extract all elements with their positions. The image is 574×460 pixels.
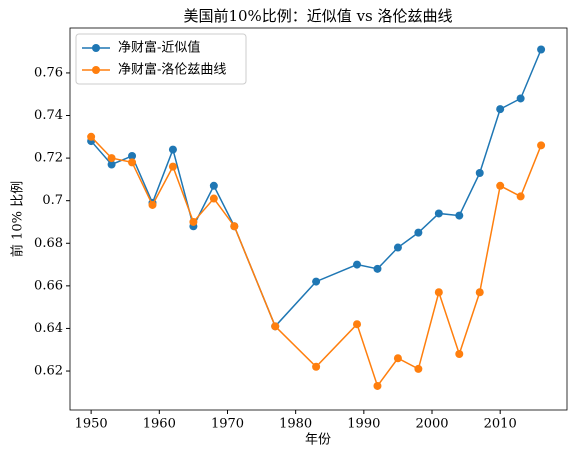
data-point <box>393 243 402 252</box>
data-point <box>475 169 484 178</box>
x-tick-label: 1970 <box>211 417 244 432</box>
y-tick-label: 0.64 <box>34 321 63 336</box>
data-point <box>271 322 280 331</box>
data-point <box>209 181 218 190</box>
legend-label: 净财富-洛伦兹曲线 <box>118 62 226 78</box>
y-tick-label: 0.74 <box>34 108 63 123</box>
data-point <box>516 94 525 103</box>
data-point <box>373 381 382 390</box>
data-point <box>537 45 546 54</box>
x-axis-label: 年份 <box>305 433 331 448</box>
x-tick-label: 1950 <box>75 417 108 432</box>
y-tick-label: 0.66 <box>34 278 63 293</box>
y-tick-label: 0.72 <box>34 151 63 166</box>
x-tick-label: 2000 <box>415 417 448 432</box>
data-point <box>353 320 362 329</box>
legend-marker <box>92 44 100 52</box>
data-point <box>312 277 321 286</box>
data-point <box>128 151 137 160</box>
data-point <box>414 228 423 237</box>
data-point <box>414 364 423 373</box>
data-point <box>353 260 362 269</box>
y-tick-label: 0.68 <box>34 236 63 251</box>
chart-title: 美国前10%比例：近似值 vs 洛伦兹曲线 <box>183 7 452 25</box>
x-tick-label: 1960 <box>143 417 176 432</box>
data-point <box>209 194 218 203</box>
data-point <box>128 158 137 167</box>
data-point <box>393 354 402 363</box>
data-point <box>107 154 116 163</box>
data-point <box>434 288 443 297</box>
data-point <box>168 162 177 171</box>
data-point <box>148 200 157 209</box>
y-tick-label: 0.62 <box>34 364 63 379</box>
data-point <box>475 288 484 297</box>
plot-frame <box>69 27 568 411</box>
data-point <box>230 222 239 231</box>
data-point <box>312 362 321 371</box>
y-tick-label: 0.76 <box>34 65 63 80</box>
data-point <box>537 141 546 150</box>
data-point <box>168 145 177 154</box>
legend-label: 净财富-近似值 <box>118 40 200 56</box>
data-point <box>189 217 198 226</box>
data-point <box>434 209 443 218</box>
legend-marker <box>92 66 100 74</box>
data-point <box>496 181 505 190</box>
y-tick-label: 0.7 <box>42 193 63 208</box>
data-point <box>455 211 464 220</box>
data-point <box>496 105 505 114</box>
data-point <box>455 349 464 358</box>
data-point <box>373 264 382 273</box>
legend-box <box>75 33 247 85</box>
data-point <box>107 160 116 169</box>
data-point <box>516 192 525 201</box>
data-point <box>87 132 96 141</box>
x-tick-label: 1980 <box>279 417 312 432</box>
x-tick-label: 1990 <box>347 417 380 432</box>
series-line <box>90 136 542 388</box>
series-line <box>90 49 542 328</box>
y-axis-label: 前 10% 比例 <box>10 181 26 257</box>
x-tick-label: 2010 <box>484 417 517 432</box>
